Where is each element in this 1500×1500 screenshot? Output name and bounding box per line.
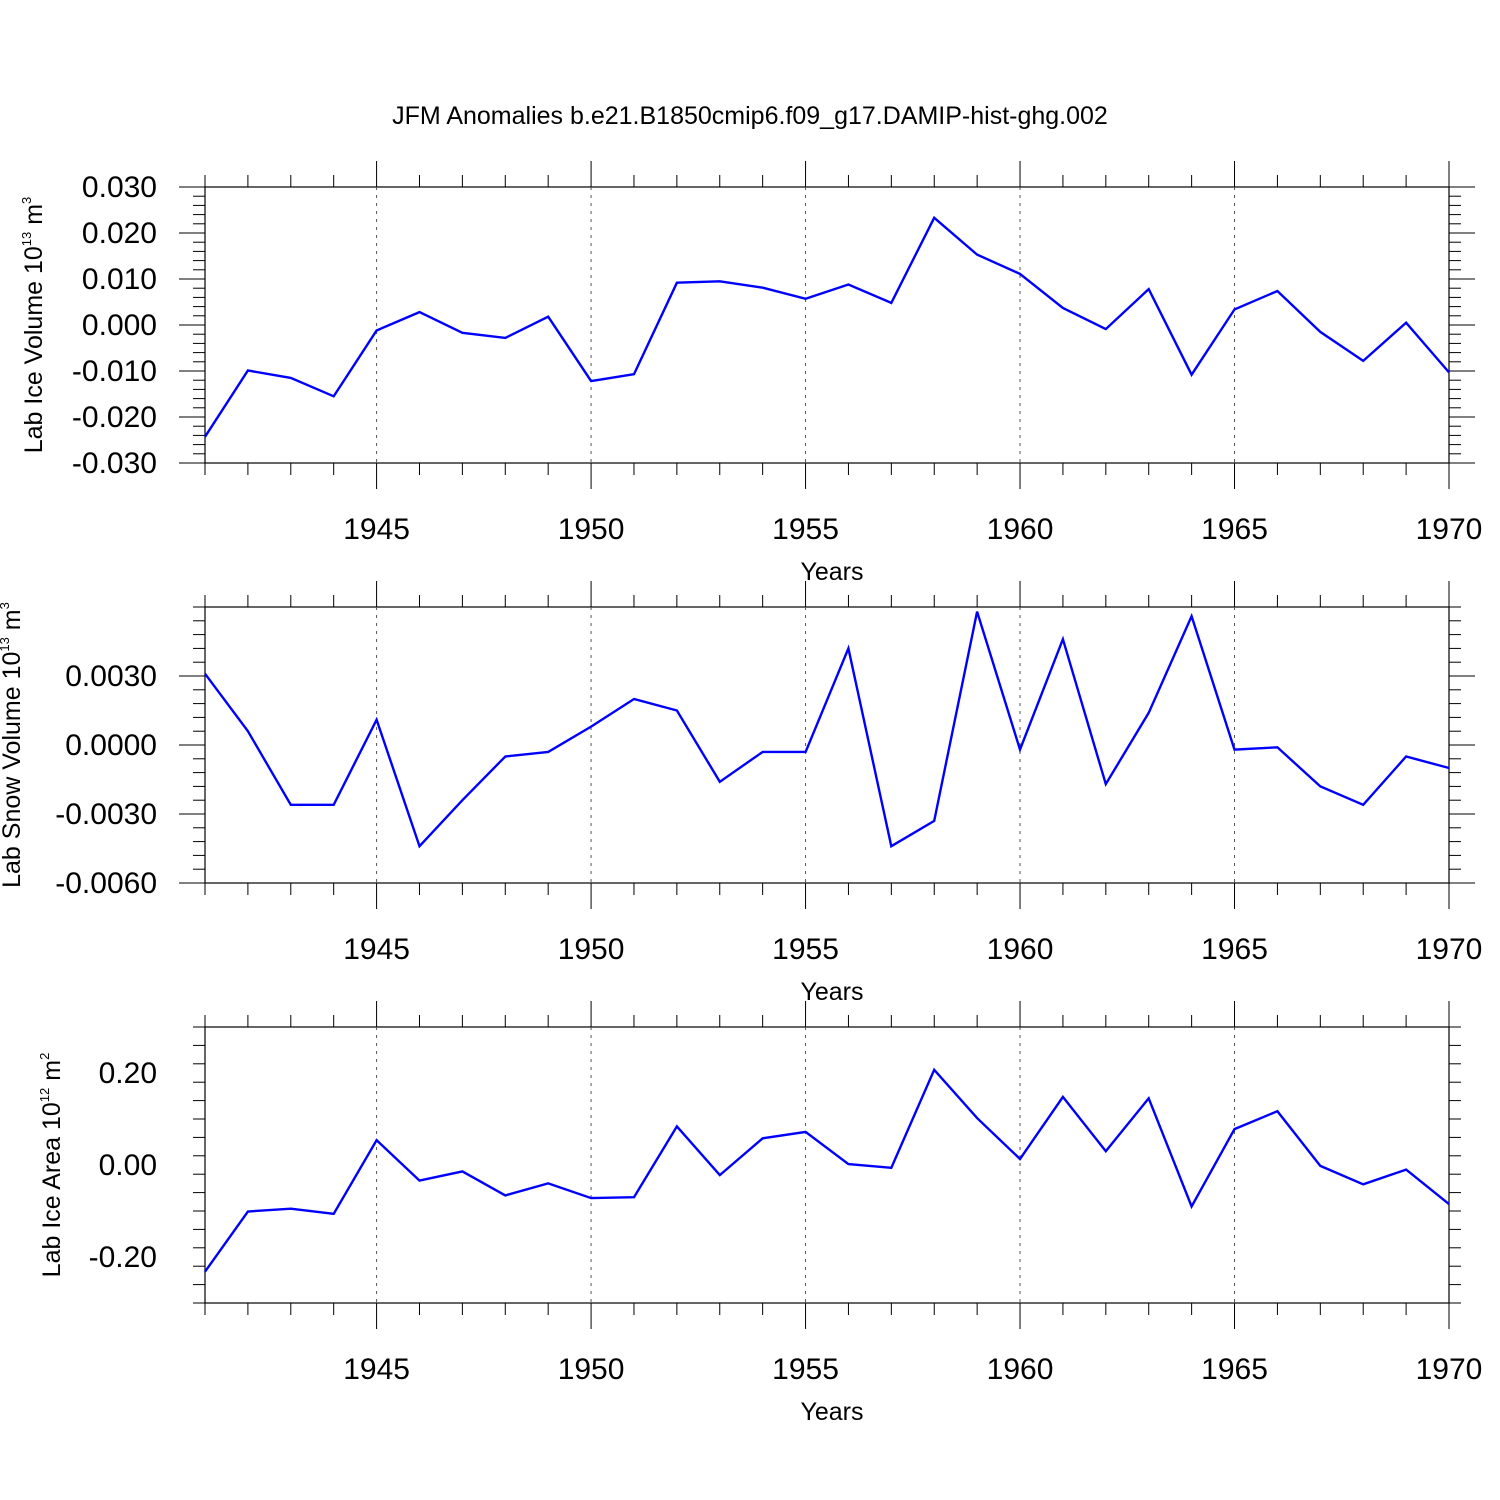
x-tick-label: 1970 xyxy=(1416,933,1483,966)
y-tick-label: 0.0000 xyxy=(65,729,157,762)
y-axis-label: Lab Ice Volume 1013 m3 xyxy=(19,197,48,454)
x-tick-label: 1965 xyxy=(1201,1353,1268,1386)
x-tick-label: 1955 xyxy=(772,933,839,966)
chart-panel-3: 1945 1950 1955 1960 1965 1970 -0.20 0.00 0.20 Yea… xyxy=(37,1001,1482,1426)
y-tick-label: -0.20 xyxy=(89,1241,157,1274)
series-line xyxy=(204,1067,1450,1273)
x-tick-label: 1965 xyxy=(1201,513,1268,546)
y-tick-label: 0.010 xyxy=(82,263,157,296)
y-axis-label: Lab Ice Area 1012 m2 xyxy=(37,1053,66,1278)
y-tick-label: -0.030 xyxy=(72,447,157,480)
y-tick-label: -0.010 xyxy=(72,355,157,388)
chart-panel-2: 1945 1950 1955 1960 1965 1970 -0.0060 -0.0030 0.… xyxy=(0,581,1482,1006)
x-axis-label: Years xyxy=(800,558,863,586)
series-line xyxy=(203,215,1450,438)
x-tick-label: 1945 xyxy=(343,513,410,546)
x-tick-label: 1950 xyxy=(558,513,625,546)
x-tick-label: 1970 xyxy=(1416,1353,1483,1386)
y-tick-label: 0.000 xyxy=(82,309,157,342)
x-tick-label: 1950 xyxy=(558,1353,625,1386)
x-tick-label: 1945 xyxy=(343,933,410,966)
x-tick-label: 1960 xyxy=(987,1353,1054,1386)
x-tick-label: 1955 xyxy=(772,1353,839,1386)
y-tick-label: 0.0030 xyxy=(65,660,157,693)
x-tick-label: 1970 xyxy=(1416,513,1483,546)
y-tick-label: -0.020 xyxy=(72,401,157,434)
x-tick-label: 1955 xyxy=(772,513,839,546)
x-tick-label: 1960 xyxy=(987,513,1054,546)
chart-panel-1: 1945 1950 1955 1960 1965 1970 -0.030 -0.020 -0.0… xyxy=(19,161,1482,586)
y-tick-label: -0.0060 xyxy=(55,867,157,900)
y-tick-label: 0.00 xyxy=(99,1149,157,1182)
y-tick-label: 0.020 xyxy=(82,217,157,250)
plot-frame xyxy=(204,1026,1450,1304)
plot-frame xyxy=(204,606,1450,884)
y-axis-label: Lab Snow Volume 1013 m3 xyxy=(0,602,26,888)
x-tick-label: 1960 xyxy=(987,933,1054,966)
x-axis-label: Years xyxy=(800,978,863,1006)
x-tick-label: 1965 xyxy=(1201,933,1268,966)
x-tick-label: 1945 xyxy=(343,1353,410,1386)
x-axis-label: Years xyxy=(800,1398,863,1426)
x-tick-label: 1950 xyxy=(558,933,625,966)
series-line xyxy=(204,611,1450,849)
chart-title: JFM Anomalies b.e21.B1850cmip6.f09_g17.D… xyxy=(392,102,1108,130)
y-tick-label: -0.0030 xyxy=(55,798,157,831)
y-tick-label: 0.20 xyxy=(99,1057,157,1090)
y-tick-label: 0.030 xyxy=(82,171,157,204)
